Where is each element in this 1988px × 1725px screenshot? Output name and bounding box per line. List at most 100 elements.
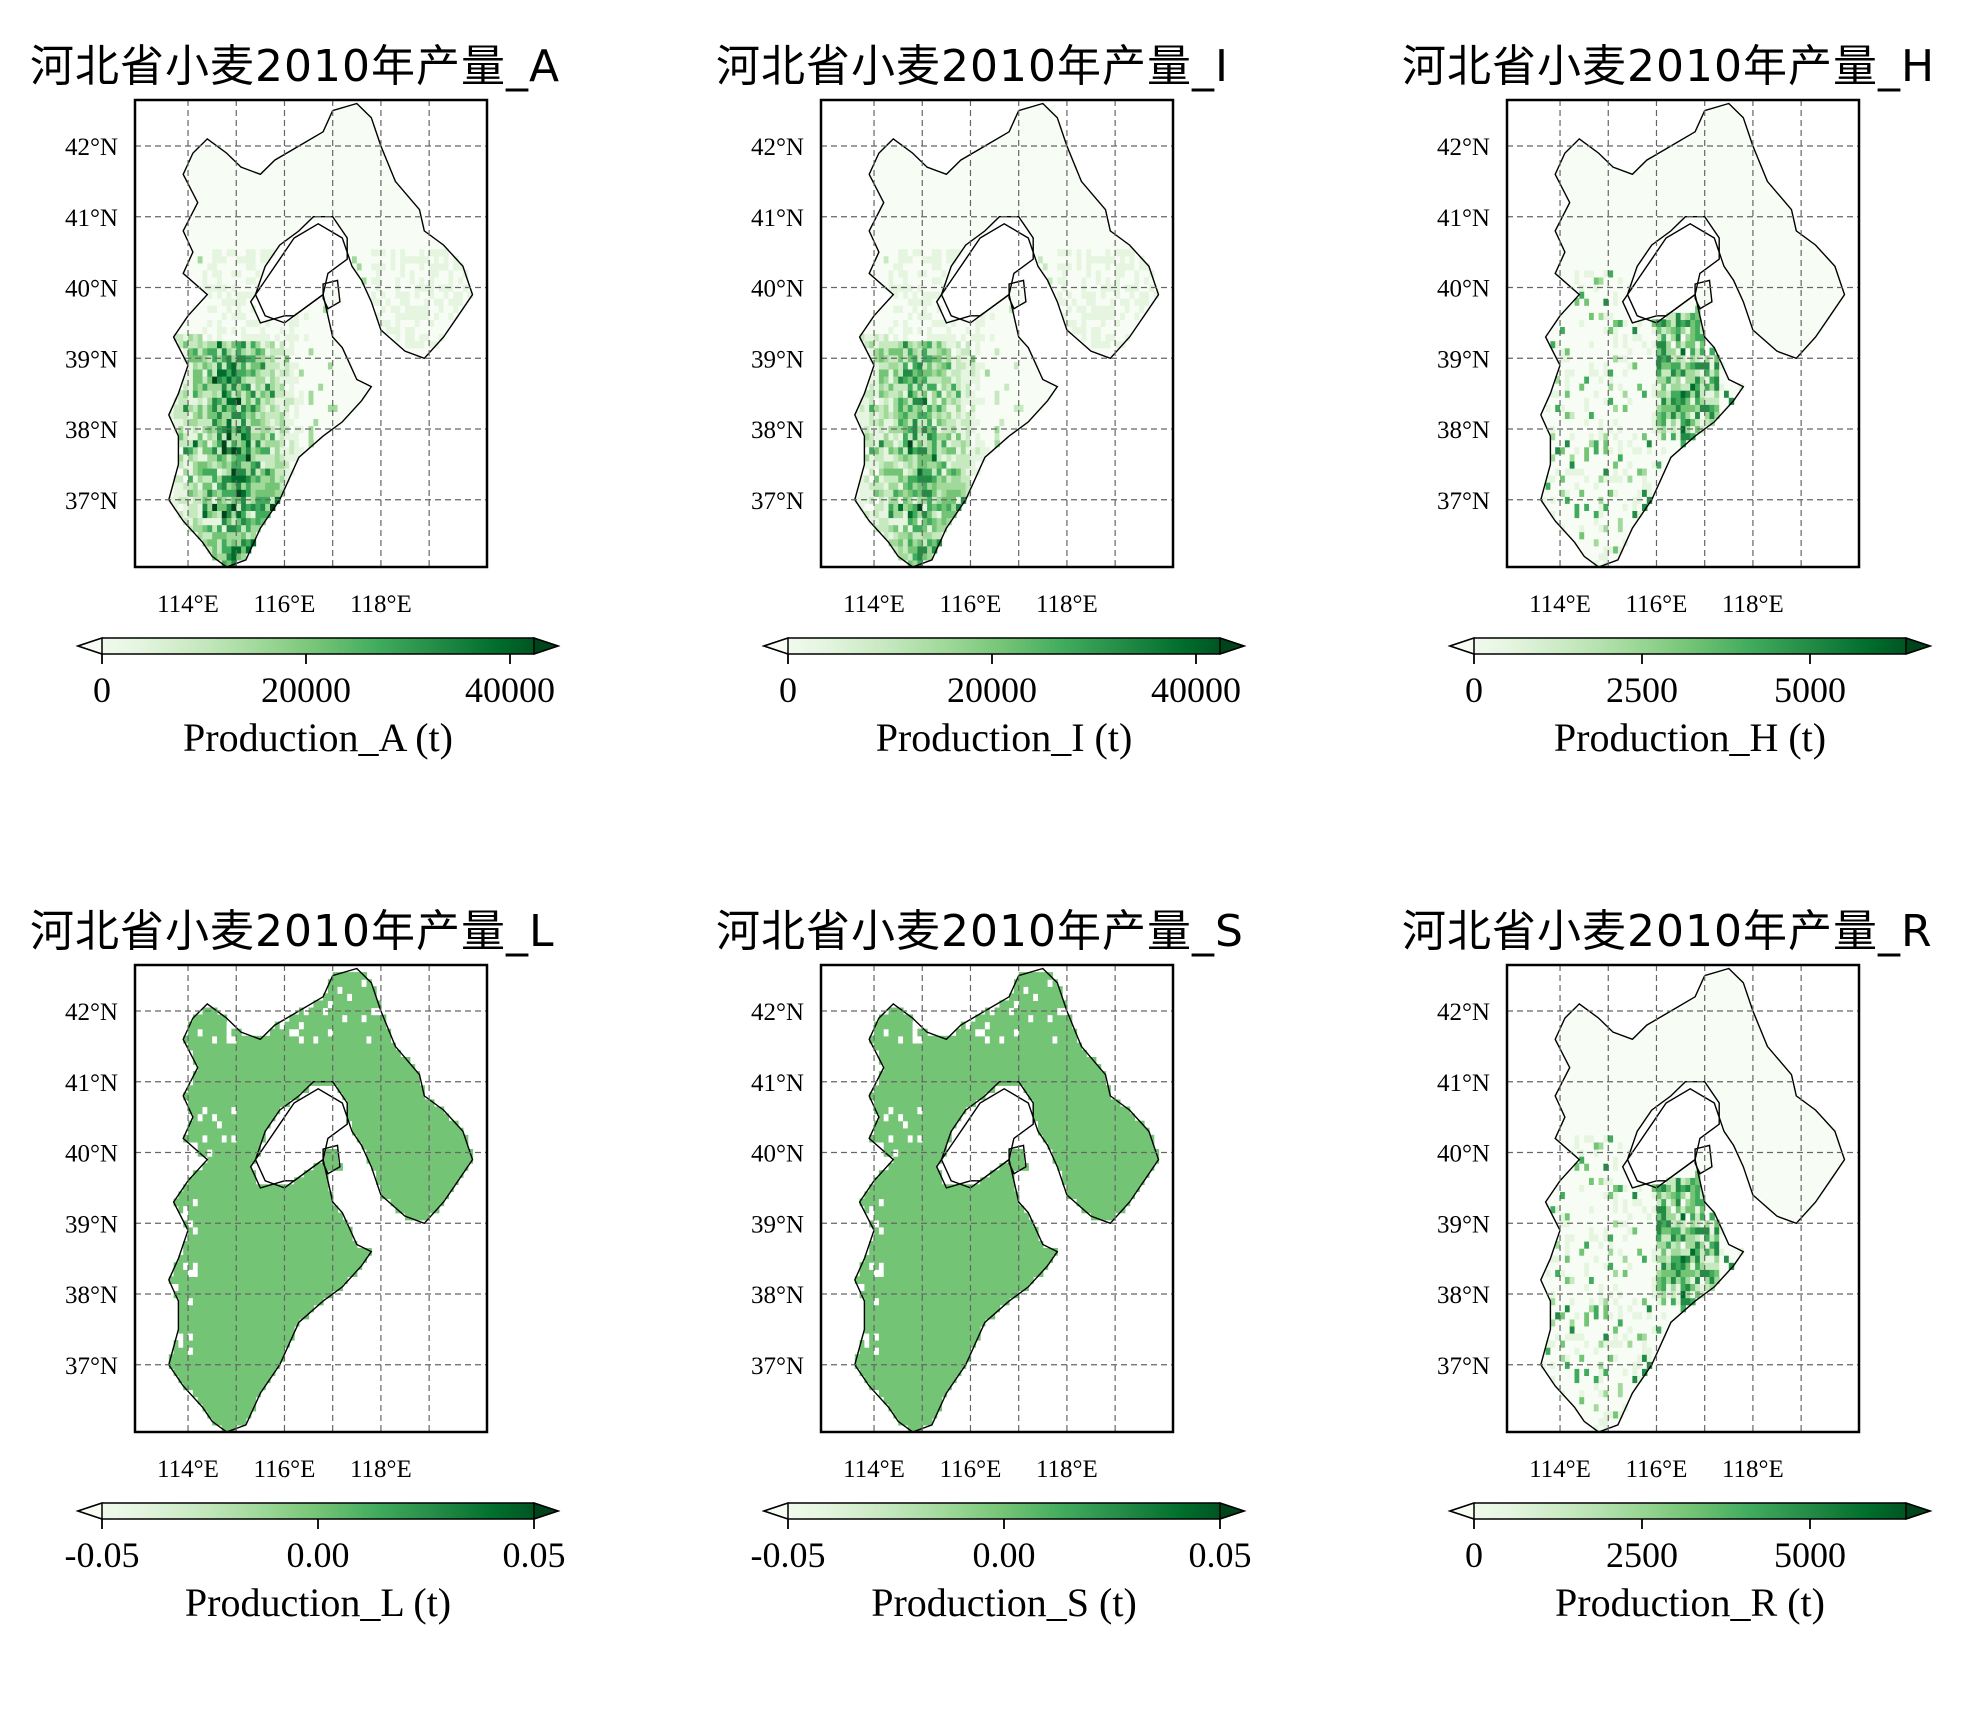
map-cell — [212, 489, 217, 497]
map-cell — [1613, 206, 1618, 214]
map-cell — [1584, 270, 1589, 278]
map-cell — [874, 489, 879, 497]
map-cell — [217, 433, 222, 441]
map-cell — [318, 185, 323, 193]
map-cell — [236, 390, 241, 398]
map-cell — [889, 249, 894, 257]
map-cell — [1613, 503, 1618, 511]
map-cell — [188, 518, 193, 526]
map-cell — [1570, 319, 1575, 327]
map-cell — [1048, 192, 1053, 200]
map-cell — [1009, 326, 1014, 334]
map-cell — [217, 383, 222, 391]
map-cell — [975, 206, 980, 214]
map-cell — [1024, 178, 1029, 186]
map-cell — [381, 298, 386, 306]
map-cell — [893, 164, 898, 172]
map-cell — [898, 227, 903, 235]
map-cell — [1565, 411, 1570, 419]
map-cell — [889, 482, 894, 490]
map-cell — [1589, 503, 1594, 511]
map-cell — [1009, 348, 1014, 356]
map-cell — [265, 362, 270, 370]
map-cell — [884, 178, 889, 186]
map-cell — [1004, 157, 1009, 165]
map-cell — [908, 256, 913, 264]
map-cell — [1623, 397, 1628, 405]
map-cell — [999, 397, 1004, 405]
map-cell — [1106, 319, 1111, 327]
map-cell — [429, 249, 434, 257]
map-cell — [236, 532, 241, 540]
map-cell — [1579, 291, 1584, 299]
map-cell — [879, 263, 884, 271]
map-cell — [217, 341, 222, 349]
map-cell — [1584, 164, 1589, 172]
map-cell — [1053, 185, 1058, 193]
map-cell — [1628, 454, 1633, 462]
map-cell — [1628, 192, 1633, 200]
map-cell — [1101, 341, 1106, 349]
map-cell — [1077, 185, 1082, 193]
map-cell — [439, 249, 444, 257]
map-cell — [198, 397, 203, 405]
map-cell — [908, 277, 913, 285]
map-cell — [1623, 242, 1628, 250]
map-cell — [922, 220, 927, 228]
map-cell — [898, 376, 903, 384]
map-cell — [1081, 263, 1086, 271]
map-cell — [415, 326, 420, 334]
map-cell — [270, 397, 275, 405]
map-cell — [236, 291, 241, 299]
map-cell — [1589, 376, 1594, 384]
map-cell — [236, 171, 241, 179]
map-cell — [985, 341, 990, 349]
map-cell — [260, 404, 265, 412]
map-cell — [227, 390, 232, 398]
map-cell — [405, 234, 410, 242]
map-cell — [270, 404, 275, 412]
map-cell — [985, 326, 990, 334]
map-cell — [304, 171, 309, 179]
map-cell — [1618, 263, 1623, 271]
map-cell — [922, 234, 927, 242]
map-cell — [188, 404, 193, 412]
map-cell — [1570, 362, 1575, 370]
map-cell — [1628, 178, 1633, 186]
map-cell — [932, 256, 937, 264]
map-cell — [980, 447, 985, 455]
map-cell — [884, 326, 889, 334]
map-cell — [951, 369, 956, 377]
map-cell — [999, 348, 1004, 356]
map-cell — [889, 461, 894, 469]
map-cell — [217, 234, 222, 242]
map-cell — [391, 291, 396, 299]
map-cell — [1613, 227, 1618, 235]
map-cell — [333, 114, 338, 122]
map-cell — [1053, 121, 1058, 129]
map-cell — [236, 192, 241, 200]
map-cell — [1565, 447, 1570, 455]
map-cell — [1599, 447, 1604, 455]
map-cell — [246, 263, 251, 271]
map-cell — [400, 277, 405, 285]
map-cell — [391, 185, 396, 193]
map-cell — [260, 334, 265, 342]
map-cell — [1579, 532, 1584, 540]
map-cell — [1072, 249, 1077, 257]
map-cell — [357, 206, 362, 214]
map-cell — [357, 249, 362, 257]
map-cell — [975, 341, 980, 349]
map-cell — [927, 418, 932, 426]
map-cell — [391, 192, 396, 200]
map-cell — [937, 178, 942, 186]
map-cell — [922, 482, 927, 490]
map-cell — [1584, 185, 1589, 193]
map-cell — [1067, 206, 1072, 214]
map-cell — [1613, 461, 1618, 469]
map-cell — [323, 135, 328, 143]
map-cell — [903, 249, 908, 257]
map-cell — [1594, 234, 1599, 242]
map-cell — [1623, 234, 1628, 242]
map-cell — [198, 334, 203, 342]
